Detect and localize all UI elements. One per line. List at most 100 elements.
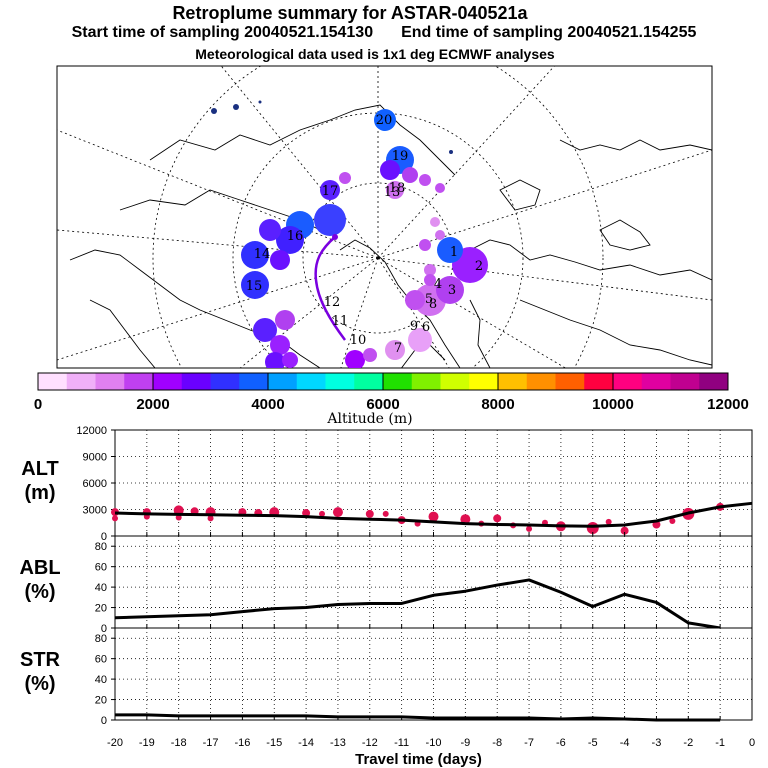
x-tick-label: -2 <box>683 737 693 749</box>
scatter-point <box>669 517 676 524</box>
colorbar-title: Altitude (m) <box>326 411 412 427</box>
scatter-point <box>620 526 629 535</box>
lat-circle-70 <box>232 112 524 368</box>
scatter-point <box>112 515 118 522</box>
x-tick-label: -18 <box>171 737 187 749</box>
colorbar-cell <box>383 373 413 390</box>
colorbar-cell <box>268 373 298 390</box>
y-tick-label: 0 <box>101 531 107 543</box>
colorbar-cell <box>124 373 154 390</box>
y-tick-label: 6000 <box>83 478 107 490</box>
map-day-label: 15 <box>246 279 263 294</box>
y-axis-label: (%) <box>24 673 55 695</box>
map-day-label: 18 <box>389 181 406 196</box>
y-tick-label: 40 <box>95 582 107 594</box>
scatter-point <box>175 514 182 521</box>
colorbar-cell <box>469 373 499 390</box>
plume-particles <box>241 109 488 368</box>
x-tick-label: -17 <box>203 737 219 749</box>
colorbar-cell <box>526 373 556 390</box>
y-tick-label: 3000 <box>83 505 107 517</box>
colorbar-cell <box>670 373 700 390</box>
y-axis-label: (%) <box>24 581 55 603</box>
y-tick-label: 60 <box>95 562 107 574</box>
map-day-label: 5 <box>425 292 433 307</box>
y-axis-label: ABL <box>19 557 60 579</box>
series-line <box>114 501 753 528</box>
colorbar-tick-label: 10000 <box>592 396 634 413</box>
x-tick-label: -9 <box>460 737 470 749</box>
scatter-point <box>493 514 502 523</box>
x-tick-label: -20 <box>107 737 123 749</box>
colorbar-tick-label: 6000 <box>366 396 399 413</box>
scatter-point <box>460 514 471 525</box>
colorbar-cell <box>66 373 96 390</box>
series-line <box>115 713 721 722</box>
panel-frame <box>114 627 753 721</box>
x-tick-label: -13 <box>330 737 346 749</box>
x-tick-label: -11 <box>394 737 409 749</box>
x-tick-label: -6 <box>556 737 566 749</box>
colorbar-tick-label: 12000 <box>707 396 749 413</box>
y-tick-label: 9000 <box>83 452 107 464</box>
chart-title: Retroplume summary for ASTAR-040521a <box>172 3 528 23</box>
x-tick-label: -14 <box>298 737 314 749</box>
colorbar-cell <box>498 373 528 390</box>
colorbar-cell <box>181 373 211 390</box>
colorbar-tick-label: 2000 <box>136 396 169 413</box>
y-tick-label: 80 <box>95 541 107 553</box>
x-tick-label: -1 <box>715 737 725 749</box>
y-axis-label: (m) <box>24 482 55 504</box>
scatter-point <box>526 525 533 532</box>
x-axis-label: Travel time (days) <box>355 751 482 768</box>
y-tick-label: 20 <box>95 603 107 615</box>
colorbar-cell <box>354 373 384 390</box>
y-axis-label: STR <box>20 649 61 671</box>
colorbar-cell <box>325 373 355 390</box>
met-data-text: Meteorological data used is 1x1 deg ECMW… <box>195 46 555 62</box>
sampling-times: Start time of sampling 20040521.154130 En… <box>0 24 768 42</box>
x-tick-label: 0 <box>749 737 755 749</box>
colorbar-cell <box>95 373 125 390</box>
scatter-point <box>365 509 374 518</box>
colorbar-cell <box>440 373 470 390</box>
scatter-point <box>207 515 214 522</box>
x-tick-label: -19 <box>139 737 155 749</box>
map-day-label: 14 <box>254 247 271 262</box>
map-day-label: 16 <box>287 229 304 244</box>
map-day-label: 7 <box>394 341 402 356</box>
y-tick-label: 80 <box>95 633 107 645</box>
colorbar-cell <box>411 373 441 390</box>
map-day-label: 3 <box>448 283 456 298</box>
scatter-point <box>428 511 439 522</box>
panel-alt: 0 3000 6000 9000 12000 ALT(m) <box>21 425 753 543</box>
y-tick-label: 0 <box>101 623 107 635</box>
series-line <box>114 578 721 630</box>
colorbar-tick-label: 8000 <box>481 396 514 413</box>
mean-trajectory-line <box>314 236 347 341</box>
lat-circle-60 <box>152 66 604 368</box>
colorbar-cell <box>38 373 68 390</box>
y-tick-label: 20 <box>95 695 107 707</box>
x-tick-label: -10 <box>426 737 442 749</box>
panel-abl: 0 20 40 60 80 ABL(%) <box>19 535 753 635</box>
colorbar-cell <box>210 373 240 390</box>
map-day-label: 11 <box>332 314 349 329</box>
x-tick-label: -8 <box>492 737 502 749</box>
y-tick-label: 0 <box>101 715 107 727</box>
map-day-label: 9 <box>410 319 418 334</box>
scatter-point <box>605 518 612 525</box>
colorbar: 0 2000 4000 6000 8000 10000 12000 Altitude (m) <box>34 372 749 427</box>
x-tick-label: -4 <box>620 737 630 749</box>
map-day-label: 6 <box>422 320 430 335</box>
scatter-point <box>332 507 343 518</box>
x-tick-label: -16 <box>234 737 250 749</box>
start-time-text: Start time of sampling 20040521.154130 <box>71 24 374 41</box>
map-day-label: 12 <box>324 295 341 310</box>
y-tick-label: 40 <box>95 674 107 686</box>
x-tick-label: -3 <box>652 737 662 749</box>
map-day-label: 2 <box>475 259 483 274</box>
y-tick-label: 12000 <box>76 425 107 437</box>
